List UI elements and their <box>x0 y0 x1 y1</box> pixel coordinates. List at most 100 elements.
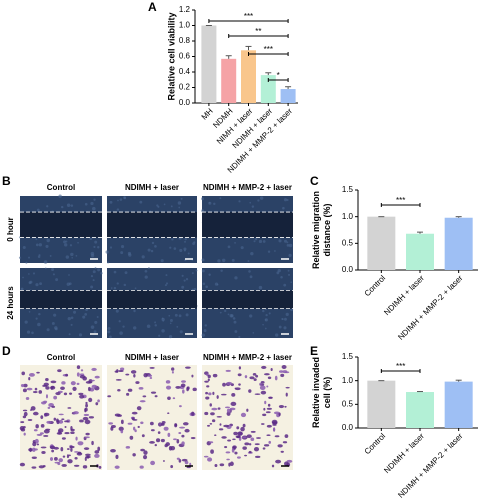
texture <box>240 246 244 250</box>
texture <box>257 199 260 202</box>
texture <box>92 270 96 274</box>
cell <box>45 394 48 399</box>
cell <box>88 379 93 384</box>
cell <box>224 406 231 409</box>
texture <box>205 285 208 289</box>
texture <box>275 333 279 337</box>
cell <box>31 456 37 459</box>
cell <box>217 407 221 410</box>
texture <box>286 244 290 247</box>
cell <box>216 415 222 418</box>
y-tick-label: 0.4 <box>179 67 191 76</box>
cell <box>43 400 48 404</box>
texture <box>249 275 253 279</box>
wound-gap <box>20 212 102 238</box>
cell <box>231 393 236 397</box>
cell <box>182 422 189 426</box>
texture <box>169 319 173 322</box>
cell <box>85 453 91 457</box>
texture <box>39 282 42 286</box>
texture <box>93 198 96 201</box>
cell <box>114 465 120 469</box>
y-tick-label: 1.5 <box>342 185 354 194</box>
texture <box>120 251 124 255</box>
texture <box>229 314 233 318</box>
texture <box>251 205 255 208</box>
texture <box>66 203 71 207</box>
cell <box>219 423 222 426</box>
texture <box>122 325 125 328</box>
cell <box>226 408 231 413</box>
texture <box>35 243 39 247</box>
texture <box>113 270 117 274</box>
cell <box>255 455 261 458</box>
cell <box>58 413 64 416</box>
cell <box>88 386 91 392</box>
cell <box>35 424 39 429</box>
cell <box>208 441 214 444</box>
cell <box>91 367 97 372</box>
texture <box>65 255 70 259</box>
texture <box>146 324 151 329</box>
cell <box>134 429 137 433</box>
cell <box>204 380 209 383</box>
cell <box>174 423 178 428</box>
cell <box>58 428 64 433</box>
texture <box>49 254 52 257</box>
cell <box>120 419 124 425</box>
texture <box>123 283 127 287</box>
cell <box>163 426 169 431</box>
cell <box>137 425 140 429</box>
texture <box>84 312 88 316</box>
texture <box>201 197 205 201</box>
texture <box>144 269 148 273</box>
texture <box>52 273 55 276</box>
texture <box>65 240 68 243</box>
texture <box>201 209 205 213</box>
cell <box>94 375 100 379</box>
texture <box>258 285 263 290</box>
y-axis-label: Relative cell viability <box>166 12 176 100</box>
texture <box>282 206 285 210</box>
texture <box>253 240 256 243</box>
cell <box>84 419 91 425</box>
x-tick-label: MH <box>200 106 215 121</box>
texture <box>38 312 41 316</box>
texture <box>58 194 62 198</box>
texture <box>154 245 157 248</box>
cell <box>280 450 284 453</box>
texture <box>68 274 70 276</box>
bar <box>201 25 217 103</box>
x-tick-label: NDIMH + laser <box>382 273 426 317</box>
cell <box>277 444 283 448</box>
texture <box>264 327 267 330</box>
cell <box>110 449 116 453</box>
cell <box>91 379 95 382</box>
cell <box>58 419 64 424</box>
cell <box>61 418 65 421</box>
micrograph <box>202 365 293 470</box>
cell <box>260 390 267 395</box>
texture <box>36 208 40 212</box>
cell <box>242 446 247 450</box>
texture <box>35 317 38 320</box>
cell <box>268 396 273 399</box>
cell <box>85 403 88 408</box>
cell <box>175 385 181 389</box>
cell <box>255 374 259 378</box>
cell <box>206 385 210 388</box>
cell <box>115 454 119 459</box>
cell <box>88 397 93 403</box>
cell <box>205 396 210 400</box>
cell <box>125 446 131 449</box>
cell <box>25 397 30 401</box>
texture <box>18 256 22 259</box>
texture <box>118 320 121 323</box>
cell <box>190 436 196 440</box>
texture <box>69 244 73 247</box>
cell <box>208 392 212 396</box>
texture <box>249 314 253 318</box>
cell <box>47 406 51 409</box>
cell <box>267 403 271 407</box>
cell <box>38 390 43 394</box>
